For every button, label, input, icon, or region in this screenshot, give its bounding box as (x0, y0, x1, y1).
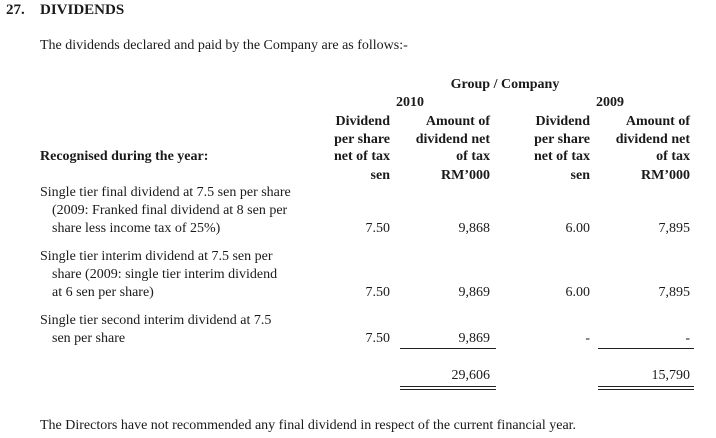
subtotal-rule-2010 (400, 348, 496, 349)
col-dps-2010-line2: per share (334, 132, 390, 147)
row-1-label-line3: share less income tax of 25%) (52, 221, 221, 236)
total-double-rule-2009-bottom (598, 389, 694, 390)
row-3-label-line2: sen per share (52, 331, 126, 346)
col-dps-2009-line3: net of tax (534, 149, 590, 164)
subtotal-rule-2009 (598, 348, 694, 349)
section-title: DIVIDENDS (40, 2, 125, 18)
row-2-label-line1: Single tier interim dividend at 7.5 sen … (40, 249, 273, 264)
row-1-label-line2: (2009: Franked final dividend at 8 sen p… (52, 203, 288, 218)
row-3-label-line1: Single tier second interim dividend at 7… (40, 313, 272, 328)
row-1-dps-2009: 6.00 (565, 221, 591, 236)
intro-text: The dividends declared and paid by the C… (40, 38, 408, 53)
col-amount-2009-line2: dividend net (615, 132, 690, 147)
year-2010: 2010 (396, 95, 424, 110)
col-amount-2010-line2: dividend net (415, 132, 490, 147)
unit-amount-2010: RM’000 (441, 168, 490, 183)
total-amount-2009: 15,790 (651, 368, 691, 383)
unit-dps-2010: sen (370, 168, 390, 183)
row-3-dps-2009: - (585, 331, 590, 346)
unit-amount-2009: RM’000 (641, 168, 690, 183)
row-1-amount-2009: 7,895 (658, 221, 691, 236)
row-3-dps-2010: 7.50 (365, 331, 391, 346)
col-dps-2009-line1: Dividend (535, 114, 590, 129)
col-amount-2010-line1: Amount of (425, 114, 490, 129)
year-2009: 2009 (596, 95, 624, 110)
row-1-dps-2010: 7.50 (365, 221, 391, 236)
col-amount-2010-line3: of tax (456, 149, 490, 164)
row-1-amount-2010: 9,868 (458, 221, 491, 236)
total-amount-2010: 29,606 (451, 368, 491, 383)
unit-dps-2009: sen (570, 168, 590, 183)
row-2-label-line3: at 6 sen per share) (52, 285, 154, 300)
row-2-amount-2009: 7,895 (658, 285, 691, 300)
row-heading: Recognised during the year: (40, 149, 209, 164)
row-2-dps-2009: 6.00 (565, 285, 591, 300)
section-number: 27. (6, 2, 25, 18)
footer-note: The Directors have not recommended any f… (40, 418, 577, 433)
total-double-rule-2010-bottom (400, 389, 496, 390)
row-2-label-line2: share (2009: single tier interim dividen… (52, 267, 278, 282)
col-amount-2009-line1: Amount of (625, 114, 690, 129)
total-double-rule-2010-top (400, 386, 496, 387)
col-dps-2009-line2: per share (534, 132, 590, 147)
row-2-amount-2010: 9,869 (458, 285, 491, 300)
total-double-rule-2009-top (598, 386, 694, 387)
group-header: Group / Company (450, 77, 560, 92)
col-dps-2010-line1: Dividend (335, 114, 390, 129)
row-3-amount-2009: - (685, 331, 690, 346)
row-1-label-line1: Single tier final dividend at 7.5 sen pe… (40, 185, 291, 200)
row-3-amount-2010: 9,869 (458, 331, 491, 346)
col-amount-2009-line3: of tax (656, 149, 690, 164)
row-2-dps-2010: 7.50 (365, 285, 391, 300)
col-dps-2010-line3: net of tax (334, 149, 390, 164)
